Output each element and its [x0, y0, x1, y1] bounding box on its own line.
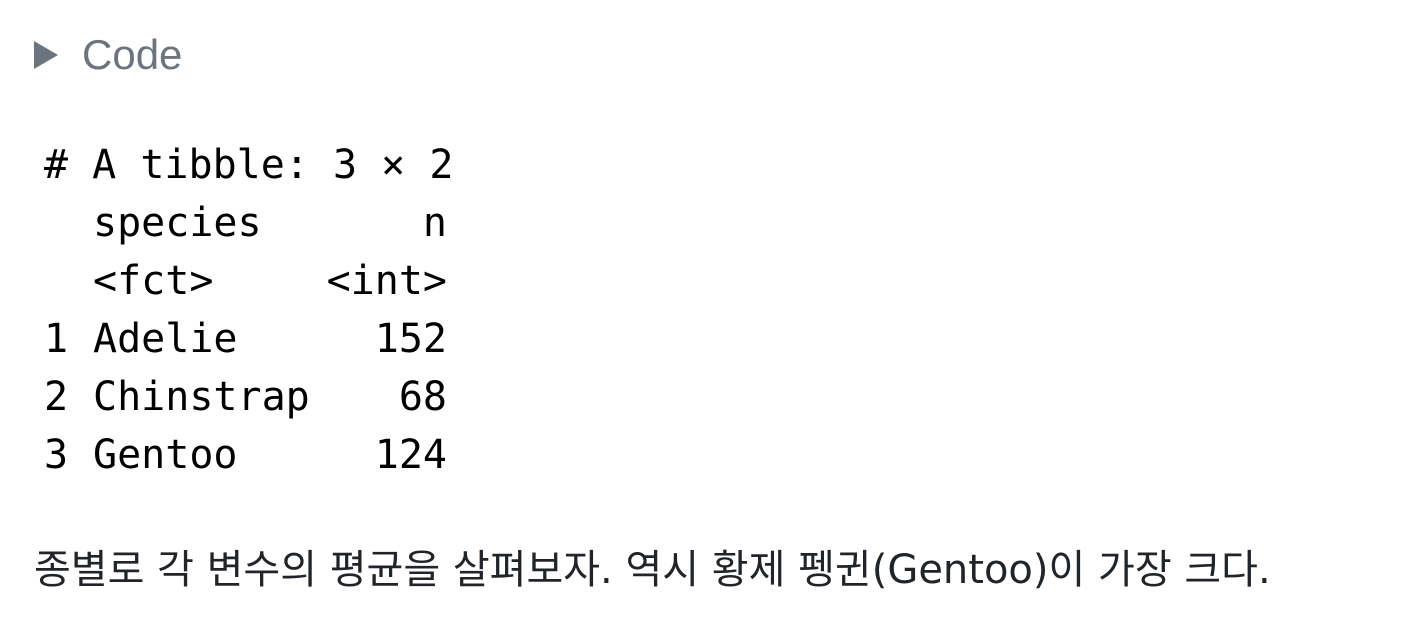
table-row: 3 Gentoo 124	[44, 426, 453, 484]
column-type-species: <fct>	[93, 258, 214, 304]
column-header-n: n	[422, 200, 447, 246]
row-species: Chinstrap	[93, 374, 310, 420]
row-index: 2	[44, 374, 69, 420]
code-toggle-label: Code	[82, 31, 183, 78]
column-header-row: species n	[44, 194, 453, 252]
code-toggle[interactable]: Code	[34, 30, 182, 80]
column-header-species: species	[93, 200, 262, 246]
column-type-row: <fct> <int>	[44, 252, 453, 310]
row-species: Gentoo	[93, 432, 238, 478]
row-n: 152	[374, 316, 447, 362]
triangle-right-icon	[34, 41, 58, 69]
column-type-n: <int>	[326, 258, 447, 304]
row-species: Adelie	[93, 316, 238, 362]
table-row: 1 Adelie 152	[44, 310, 453, 368]
table-row: 2 Chinstrap 68	[44, 368, 453, 426]
code-output: # A tibble: 3 × 2 species n <fct> <int> …	[44, 136, 453, 484]
row-n: 124	[374, 432, 447, 478]
row-n: 68	[398, 374, 447, 420]
row-index: 1	[44, 316, 69, 362]
body-paragraph: 종별로 각 변수의 평균을 살펴보자. 역시 황제 펭귄(Gentoo)이 가장…	[34, 547, 1271, 593]
tibble-header: # A tibble: 3 × 2	[44, 142, 454, 188]
row-index: 3	[44, 432, 69, 478]
